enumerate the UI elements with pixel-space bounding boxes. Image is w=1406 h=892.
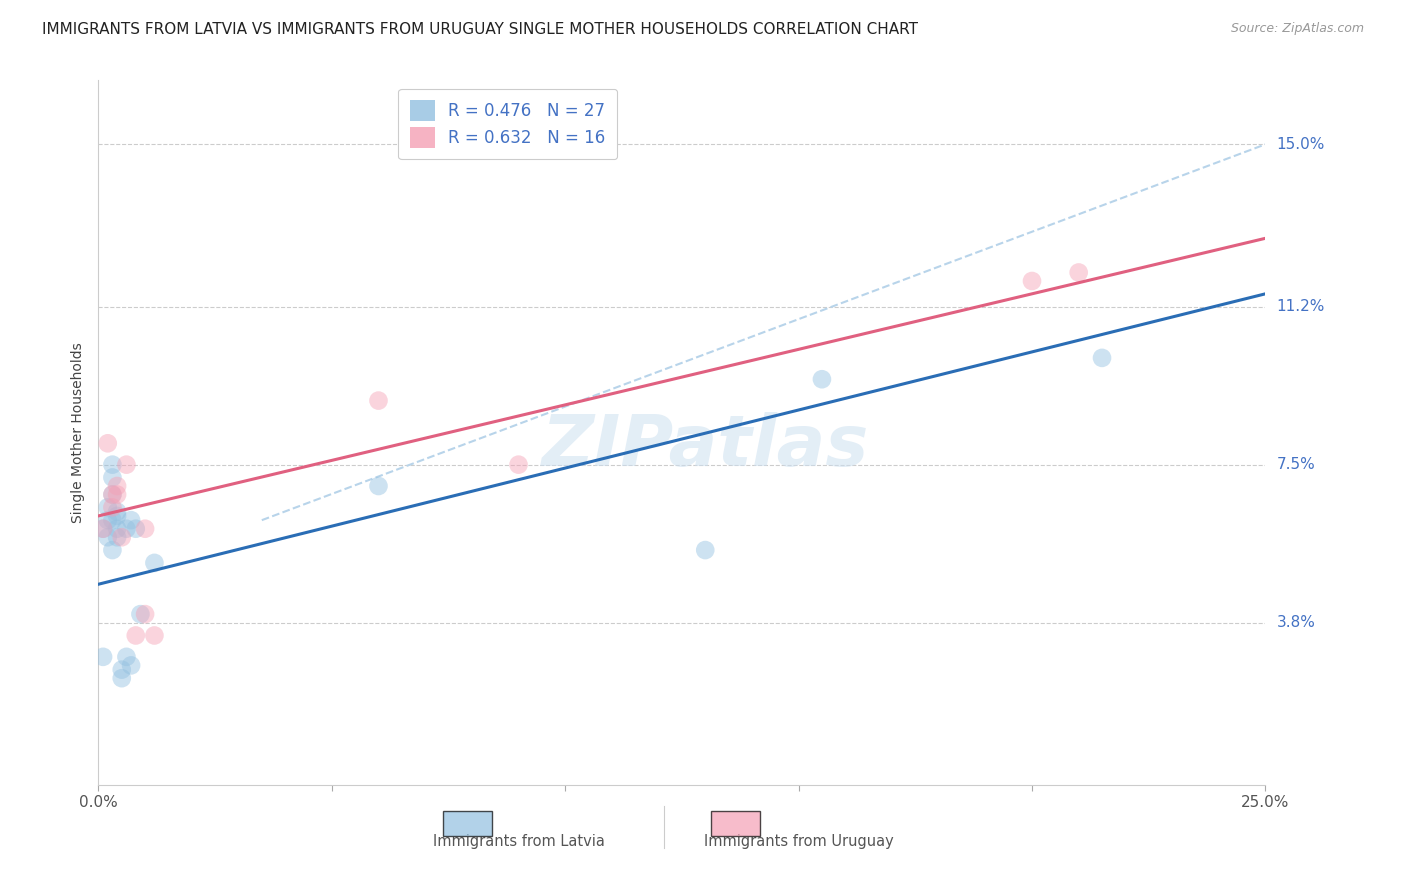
Point: [101, 513, 124, 527]
Point: [97, 500, 120, 515]
Point: [111, 530, 134, 544]
Point: [97, 513, 120, 527]
Point: [143, 628, 166, 642]
Point: [115, 649, 138, 664]
Point: [508, 458, 530, 472]
Text: Source: ZipAtlas.com: Source: ZipAtlas.com: [1230, 22, 1364, 36]
FancyBboxPatch shape: [711, 812, 761, 836]
Text: IMMIGRANTS FROM LATVIA VS IMMIGRANTS FROM URUGUAY SINGLE MOTHER HOUSEHOLDS CORRE: IMMIGRANTS FROM LATVIA VS IMMIGRANTS FRO…: [42, 22, 918, 37]
Text: Immigrants from Uruguay: Immigrants from Uruguay: [704, 834, 893, 849]
Text: ZIPatlas: ZIPatlas: [541, 412, 869, 481]
Text: 11.2%: 11.2%: [1277, 299, 1324, 314]
Point: [105, 487, 128, 501]
Point: [91, 522, 114, 536]
Text: 15.0%: 15.0%: [1277, 136, 1324, 152]
Point: [125, 522, 148, 536]
Point: [101, 458, 124, 472]
Point: [91, 522, 114, 536]
Point: [367, 393, 389, 408]
Point: [1067, 265, 1090, 279]
Point: [105, 530, 128, 544]
Point: [101, 500, 124, 515]
Point: [115, 458, 138, 472]
Point: [101, 470, 124, 484]
Point: [105, 522, 128, 536]
Text: 3.8%: 3.8%: [1277, 615, 1316, 630]
Text: Immigrants from Latvia: Immigrants from Latvia: [433, 834, 605, 849]
Point: [134, 607, 156, 621]
FancyBboxPatch shape: [443, 812, 492, 836]
Point: [143, 556, 166, 570]
Point: [97, 436, 120, 450]
Point: [367, 479, 389, 493]
Point: [111, 671, 134, 685]
Point: [101, 487, 124, 501]
Point: [101, 543, 124, 558]
Point: [115, 522, 138, 536]
Point: [97, 530, 120, 544]
Point: [91, 649, 114, 664]
Point: [111, 663, 134, 677]
Point: [695, 543, 717, 558]
Point: [120, 513, 142, 527]
Point: [105, 508, 128, 523]
Point: [1091, 351, 1114, 365]
Point: [129, 607, 152, 621]
Point: [1021, 274, 1043, 288]
Y-axis label: Single Mother Households: Single Mother Households: [70, 343, 84, 523]
Legend: R = 0.476   N = 27, R = 0.632   N = 16: R = 0.476 N = 27, R = 0.632 N = 16: [398, 88, 617, 160]
Point: [101, 487, 124, 501]
Point: [105, 479, 128, 493]
Text: 7.5%: 7.5%: [1277, 458, 1315, 472]
Point: [105, 505, 128, 519]
Point: [125, 628, 148, 642]
Point: [134, 522, 156, 536]
Point: [811, 372, 834, 386]
Point: [120, 658, 142, 673]
